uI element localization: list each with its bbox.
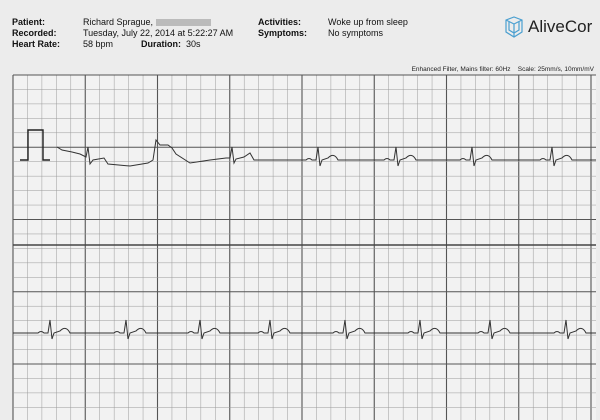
symptoms-value: No symptoms [328, 28, 384, 38]
ecg-trace-top [56, 138, 596, 167]
alivecor-logo-icon [505, 16, 523, 38]
activities-label: Activities: [258, 17, 302, 27]
ecg-trace-bottom [13, 319, 596, 340]
grid-background [13, 75, 596, 420]
duration-label: Duration: [141, 39, 181, 49]
patient-name: Richard Sprague, [83, 17, 154, 27]
redacted-block [155, 19, 211, 27]
alivecor-logo: AliveCor [504, 16, 592, 38]
recorded-value: Tuesday, July 22, 2014 at 5:22:27 AM [83, 28, 234, 38]
recorded-label: Recorded: [12, 28, 57, 38]
duration-value: 30s [186, 39, 201, 49]
symptoms-label: Symptoms: [258, 28, 308, 38]
patient-label: Patient: [12, 17, 46, 27]
calibration-pulse [20, 129, 50, 161]
activities-value: Woke up from sleep [328, 17, 408, 27]
heart-rate-label: Heart Rate: [12, 39, 61, 49]
filter-scale-info: Enhanced Filter, Mains filter: 60Hz Scal… [411, 66, 594, 73]
brand-name: AliveCor [528, 17, 593, 36]
heart-rate-value: 58 bpm [83, 39, 114, 49]
patient-value: Richard Sprague, [83, 17, 211, 27]
